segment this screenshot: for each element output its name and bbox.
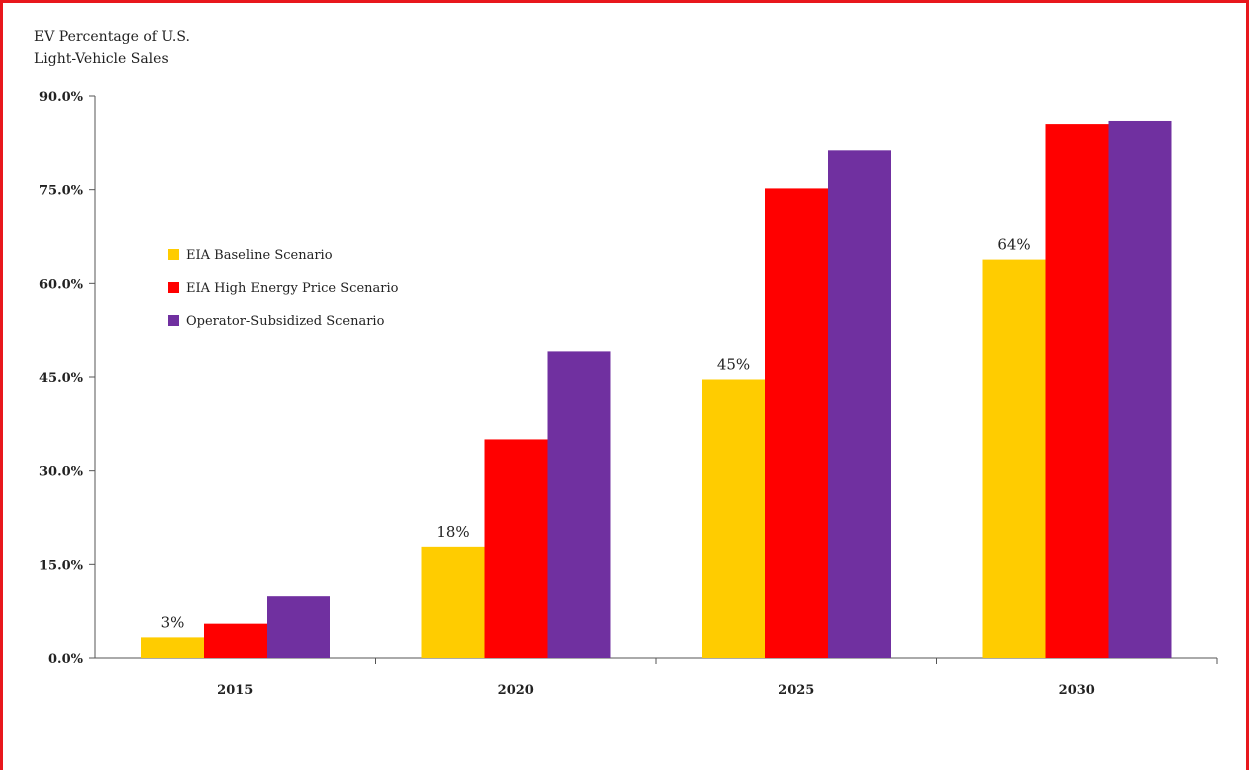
data-label: 45% bbox=[717, 355, 750, 373]
legend-swatch bbox=[168, 282, 179, 293]
chart-title-line: Light-Vehicle Sales bbox=[34, 51, 169, 67]
chart-title: EV Percentage of U.S. Light-Vehicle Sales bbox=[34, 29, 190, 67]
bar bbox=[1108, 120, 1172, 658]
chart-title-line: EV Percentage of U.S. bbox=[34, 29, 190, 45]
bar bbox=[547, 351, 611, 658]
legend: EIA Baseline Scenario EIA High Energy Pri… bbox=[168, 248, 399, 329]
y-tick-label: 30.0% bbox=[39, 465, 84, 480]
bars bbox=[141, 120, 1172, 659]
bar bbox=[702, 379, 765, 658]
x-tick-label: 2015 bbox=[217, 683, 253, 698]
y-tick-label: 90.0% bbox=[39, 90, 84, 105]
x-tick-label: 2020 bbox=[498, 683, 534, 698]
y-tick-label: 75.0% bbox=[39, 184, 84, 199]
legend-label: EIA Baseline Scenario bbox=[186, 248, 333, 263]
data-label: 64% bbox=[997, 236, 1030, 254]
bar bbox=[1045, 124, 1109, 659]
legend-label: EIA High Energy Price Scenario bbox=[186, 281, 399, 296]
legend-swatch bbox=[168, 249, 179, 260]
data-labels: 3% 18% 45% 64% bbox=[161, 236, 1031, 632]
y-tick-label: 15.0% bbox=[39, 558, 84, 573]
bar bbox=[204, 623, 267, 658]
y-tick-label: 45.0% bbox=[39, 371, 84, 386]
bar bbox=[982, 259, 1046, 658]
data-label: 3% bbox=[161, 613, 185, 631]
bar bbox=[267, 596, 330, 658]
bar bbox=[484, 439, 548, 658]
x-tick-label: 2025 bbox=[778, 683, 814, 698]
bar bbox=[765, 188, 828, 658]
bar bbox=[828, 150, 891, 658]
bar bbox=[141, 637, 204, 658]
y-tick-label: 60.0% bbox=[39, 277, 84, 292]
y-tick-label: 0.0% bbox=[48, 652, 84, 667]
data-label: 18% bbox=[436, 523, 469, 541]
bar bbox=[421, 546, 485, 658]
legend-label: Operator-Subsidized Scenario bbox=[186, 314, 385, 329]
legend-swatch bbox=[168, 315, 179, 326]
x-tick-label: 2030 bbox=[1059, 683, 1095, 698]
